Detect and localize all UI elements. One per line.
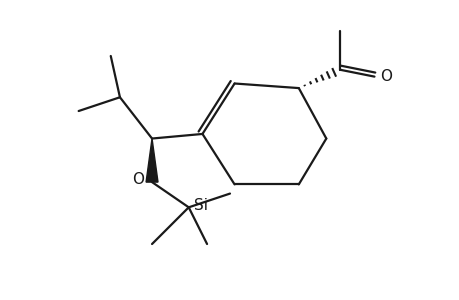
Text: Si: Si	[194, 197, 208, 212]
Text: O: O	[379, 69, 391, 84]
Polygon shape	[146, 139, 157, 182]
Text: O: O	[131, 172, 144, 187]
